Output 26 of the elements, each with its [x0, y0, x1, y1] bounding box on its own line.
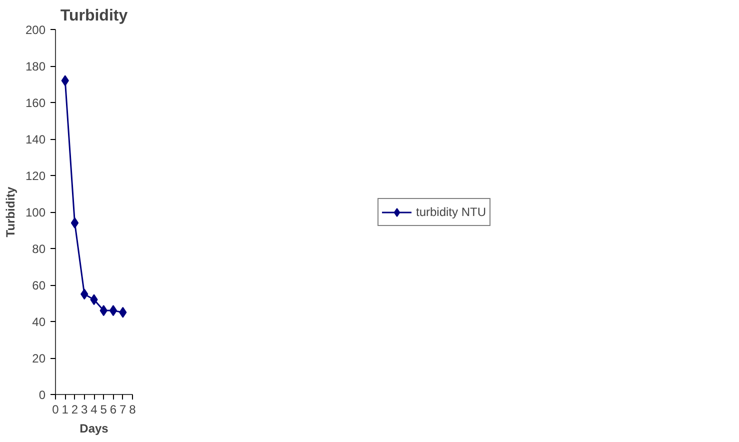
x-axis-title: Days [80, 422, 109, 436]
y-tick-label: 60 [32, 278, 46, 292]
x-tick-label: 3 [81, 402, 88, 416]
y-tick-label: 120 [25, 169, 46, 183]
x-tick-label: 5 [100, 402, 108, 416]
x-tick-label: 8 [129, 402, 136, 416]
x-tick-label: 6 [110, 402, 117, 416]
legend-label: turbidity NTU [416, 204, 486, 218]
y-tick-label: 20 [32, 352, 46, 366]
x-tick-label: 4 [90, 402, 98, 416]
chart-title: Turbidity [60, 8, 128, 24]
y-axis-title: Turbidity [3, 186, 18, 238]
y-tick-label: 100 [25, 206, 46, 220]
y-tick-label: 180 [25, 60, 46, 74]
x-tick-label: 7 [120, 402, 127, 416]
point [70, 217, 79, 228]
y-tick-label: 200 [25, 23, 46, 37]
y-tick-label: 160 [25, 96, 46, 110]
x-tick-label: 0 [52, 402, 60, 416]
point [109, 305, 118, 316]
y-tick-label: 0 [38, 388, 46, 402]
y-tick-label: 80 [32, 242, 46, 256]
x-tick-label: 2 [71, 402, 78, 416]
x-tick-label: 1 [62, 402, 69, 416]
y-tick-label: 40 [32, 315, 46, 329]
y-tick-label: 140 [25, 132, 46, 146]
